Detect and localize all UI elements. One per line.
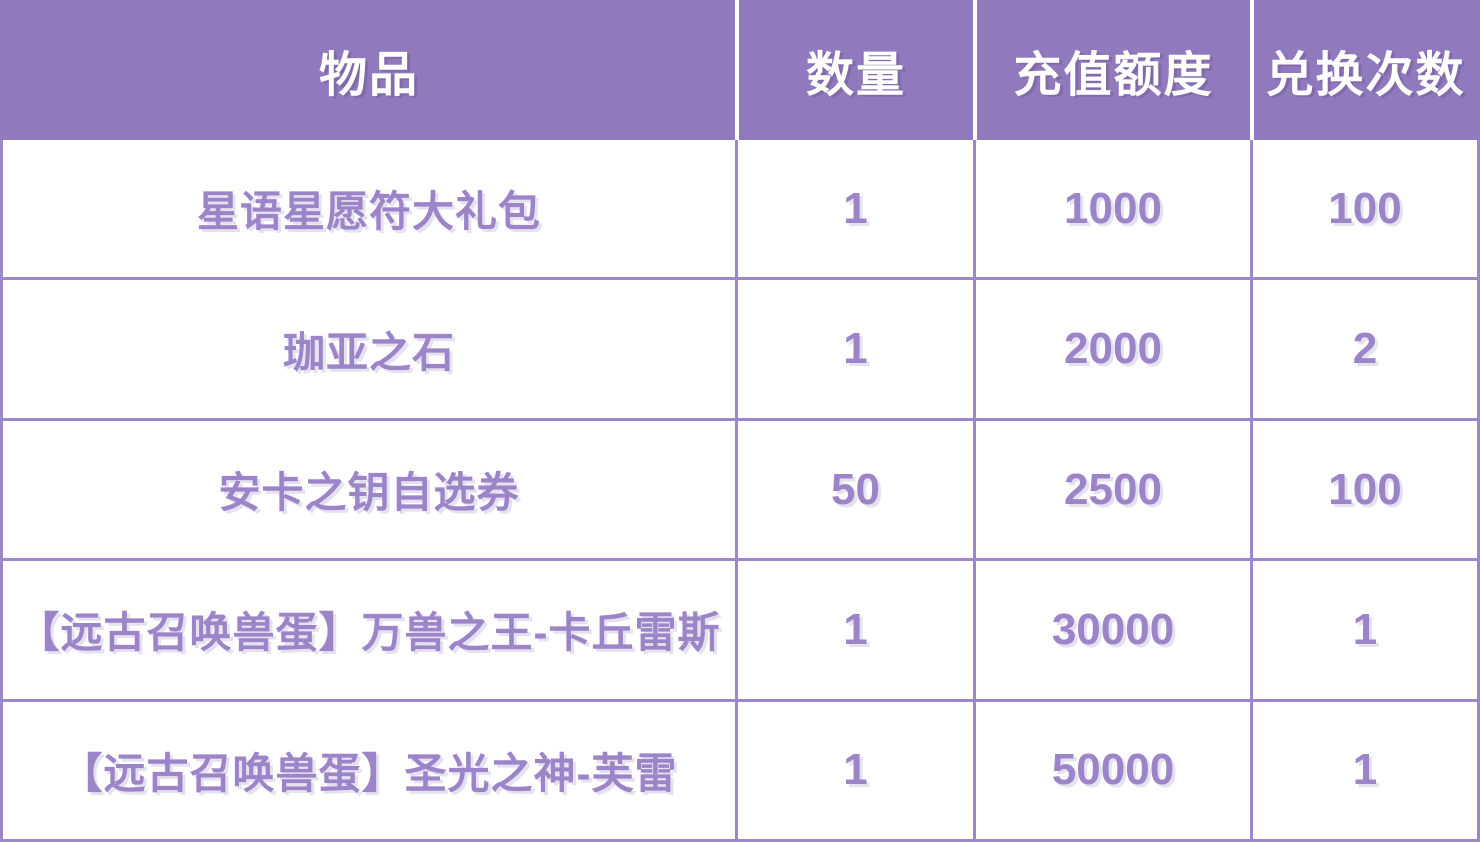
item-cell: 【远古召唤兽蛋】万兽之王-卡丘雷斯 bbox=[17, 609, 721, 657]
table-body: 星语星愿符大礼包 1 1000 100 珈亚之石 1 2000 2 安卡之钥自选… bbox=[3, 140, 1477, 840]
quantity-cell: 1 bbox=[735, 140, 973, 278]
table-header-row: 物品 数量 充值额度 兑换次数 bbox=[0, 0, 1480, 140]
table-row: 星语星愿符大礼包 1 1000 100 bbox=[3, 140, 1477, 278]
quantity-cell: 1 bbox=[735, 561, 973, 699]
item-cell: 星语星愿符大礼包 bbox=[196, 188, 541, 236]
recharge-amount-cell: 2500 bbox=[973, 420, 1250, 559]
exchange-times-cell: 100 bbox=[1250, 140, 1477, 278]
exchange-times-cell: 100 bbox=[1250, 420, 1477, 559]
exchange-times-cell: 1 bbox=[1250, 701, 1477, 840]
column-header-item: 物品 bbox=[318, 49, 419, 102]
exchange-times-cell: 2 bbox=[1250, 280, 1477, 418]
table-row: 安卡之钥自选券 50 2500 100 bbox=[3, 417, 1477, 559]
table-row: 【远古召唤兽蛋】万兽之王-卡丘雷斯 1 30000 1 bbox=[3, 558, 1477, 699]
quantity-cell: 1 bbox=[735, 701, 973, 840]
item-cell: 珈亚之石 bbox=[282, 328, 455, 376]
recharge-amount-cell: 2000 bbox=[973, 280, 1250, 418]
recharge-amount-cell: 1000 bbox=[973, 140, 1250, 278]
exchange-times-cell: 1 bbox=[1250, 561, 1477, 699]
quantity-cell: 50 bbox=[735, 420, 973, 559]
item-cell: 安卡之钥自选券 bbox=[218, 469, 520, 517]
column-header-quantity: 数量 bbox=[735, 0, 973, 140]
recharge-amount-cell: 30000 bbox=[973, 561, 1250, 699]
quantity-cell: 1 bbox=[735, 280, 973, 418]
recharge-amount-cell: 50000 bbox=[973, 701, 1250, 840]
column-header-recharge-amount: 充值额度 bbox=[973, 0, 1250, 140]
table-row: 珈亚之石 1 2000 2 bbox=[3, 277, 1477, 418]
table-row: 【远古召唤兽蛋】圣光之神-芙雷 1 50000 1 bbox=[3, 698, 1477, 840]
item-cell: 【远古召唤兽蛋】圣光之神-芙雷 bbox=[60, 749, 678, 797]
column-header-exchange-times: 兑换次数 bbox=[1250, 0, 1477, 140]
